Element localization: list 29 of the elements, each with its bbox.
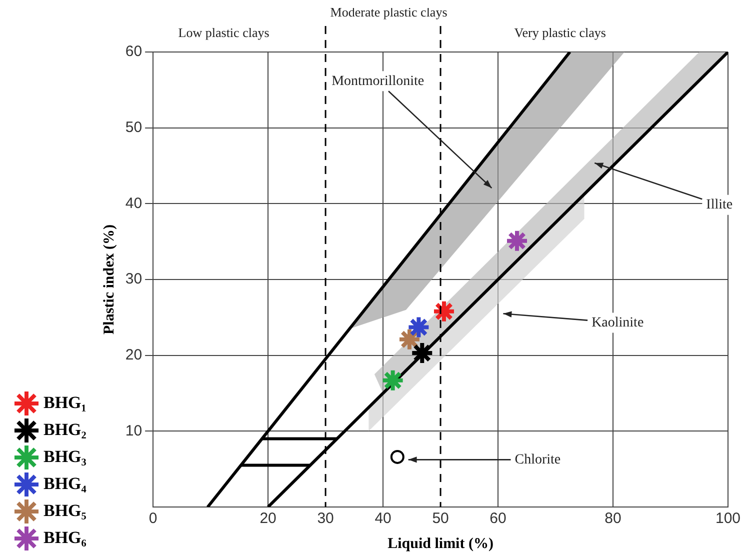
annotation: Kaolinite <box>592 315 644 330</box>
y-tick-label: 10 <box>125 422 142 440</box>
y-tick-label: 60 <box>125 43 142 60</box>
annotation: Illite <box>706 198 733 213</box>
x-tick-label: 0 <box>148 510 158 528</box>
y-axis-title: Plastic index (%) <box>101 224 118 334</box>
legend-label: BHG₂ <box>44 420 86 439</box>
legend-label: BHG₁ <box>44 392 86 412</box>
x-tick-label: 50 <box>432 510 449 528</box>
y-tick-label: 50 <box>125 118 142 136</box>
text: Moderate plastic clays <box>330 4 448 20</box>
x-tick-label: 100 <box>715 510 741 528</box>
x-axis-title: Liquid limit (%) <box>388 536 494 552</box>
x-tick-label: 20 <box>260 510 276 528</box>
legend-label: BHG₆ <box>44 528 86 547</box>
annotation: Montmorillonite <box>332 74 424 89</box>
x-tick-label: 60 <box>490 510 506 528</box>
legend-label: BHG₃ <box>44 446 86 466</box>
annotation: Chlorite <box>514 452 561 468</box>
legend-label: BHG₅ <box>44 500 86 520</box>
legend-label: BHG₄ <box>44 474 86 493</box>
y-tick-label: 40 <box>125 194 142 212</box>
x-tick-label: 80 <box>604 510 622 528</box>
text: Low plastic clays <box>178 25 270 40</box>
text: Very plastic clays <box>514 25 606 40</box>
y-tick-label: 30 <box>125 270 142 288</box>
y-tick-label: 20 <box>125 346 142 364</box>
x-tick-label: 30 <box>317 510 334 528</box>
x-tick-label: 40 <box>374 510 392 528</box>
